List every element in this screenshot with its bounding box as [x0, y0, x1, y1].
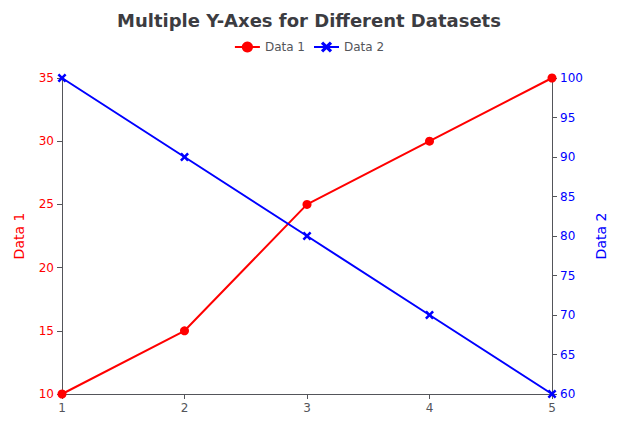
svg-text:60: 60: [560, 387, 575, 401]
svg-text:70: 70: [560, 308, 575, 322]
svg-text:1: 1: [58, 401, 66, 415]
svg-text:35: 35: [39, 71, 54, 85]
svg-text:2: 2: [181, 401, 189, 415]
svg-text:25: 25: [39, 197, 54, 211]
svg-text:Data 1: Data 1: [265, 40, 305, 54]
svg-text:75: 75: [560, 269, 575, 283]
svg-text:Data 1: Data 1: [11, 213, 27, 260]
svg-text:100: 100: [560, 71, 583, 85]
svg-text:5: 5: [548, 401, 556, 415]
svg-text:4: 4: [426, 401, 434, 415]
svg-text:30: 30: [39, 134, 54, 148]
svg-text:Multiple Y-Axes for Different: Multiple Y-Axes for Different Datasets: [117, 10, 501, 31]
svg-text:90: 90: [560, 150, 575, 164]
svg-text:Data 2: Data 2: [593, 213, 609, 260]
svg-text:20: 20: [39, 261, 54, 275]
svg-text:95: 95: [560, 111, 575, 125]
svg-text:80: 80: [560, 229, 575, 243]
svg-text:10: 10: [39, 387, 54, 401]
svg-text:Data 2: Data 2: [344, 40, 384, 54]
svg-text:15: 15: [39, 324, 54, 338]
svg-text:85: 85: [560, 190, 575, 204]
svg-text:3: 3: [303, 401, 311, 415]
svg-text:65: 65: [560, 348, 575, 362]
